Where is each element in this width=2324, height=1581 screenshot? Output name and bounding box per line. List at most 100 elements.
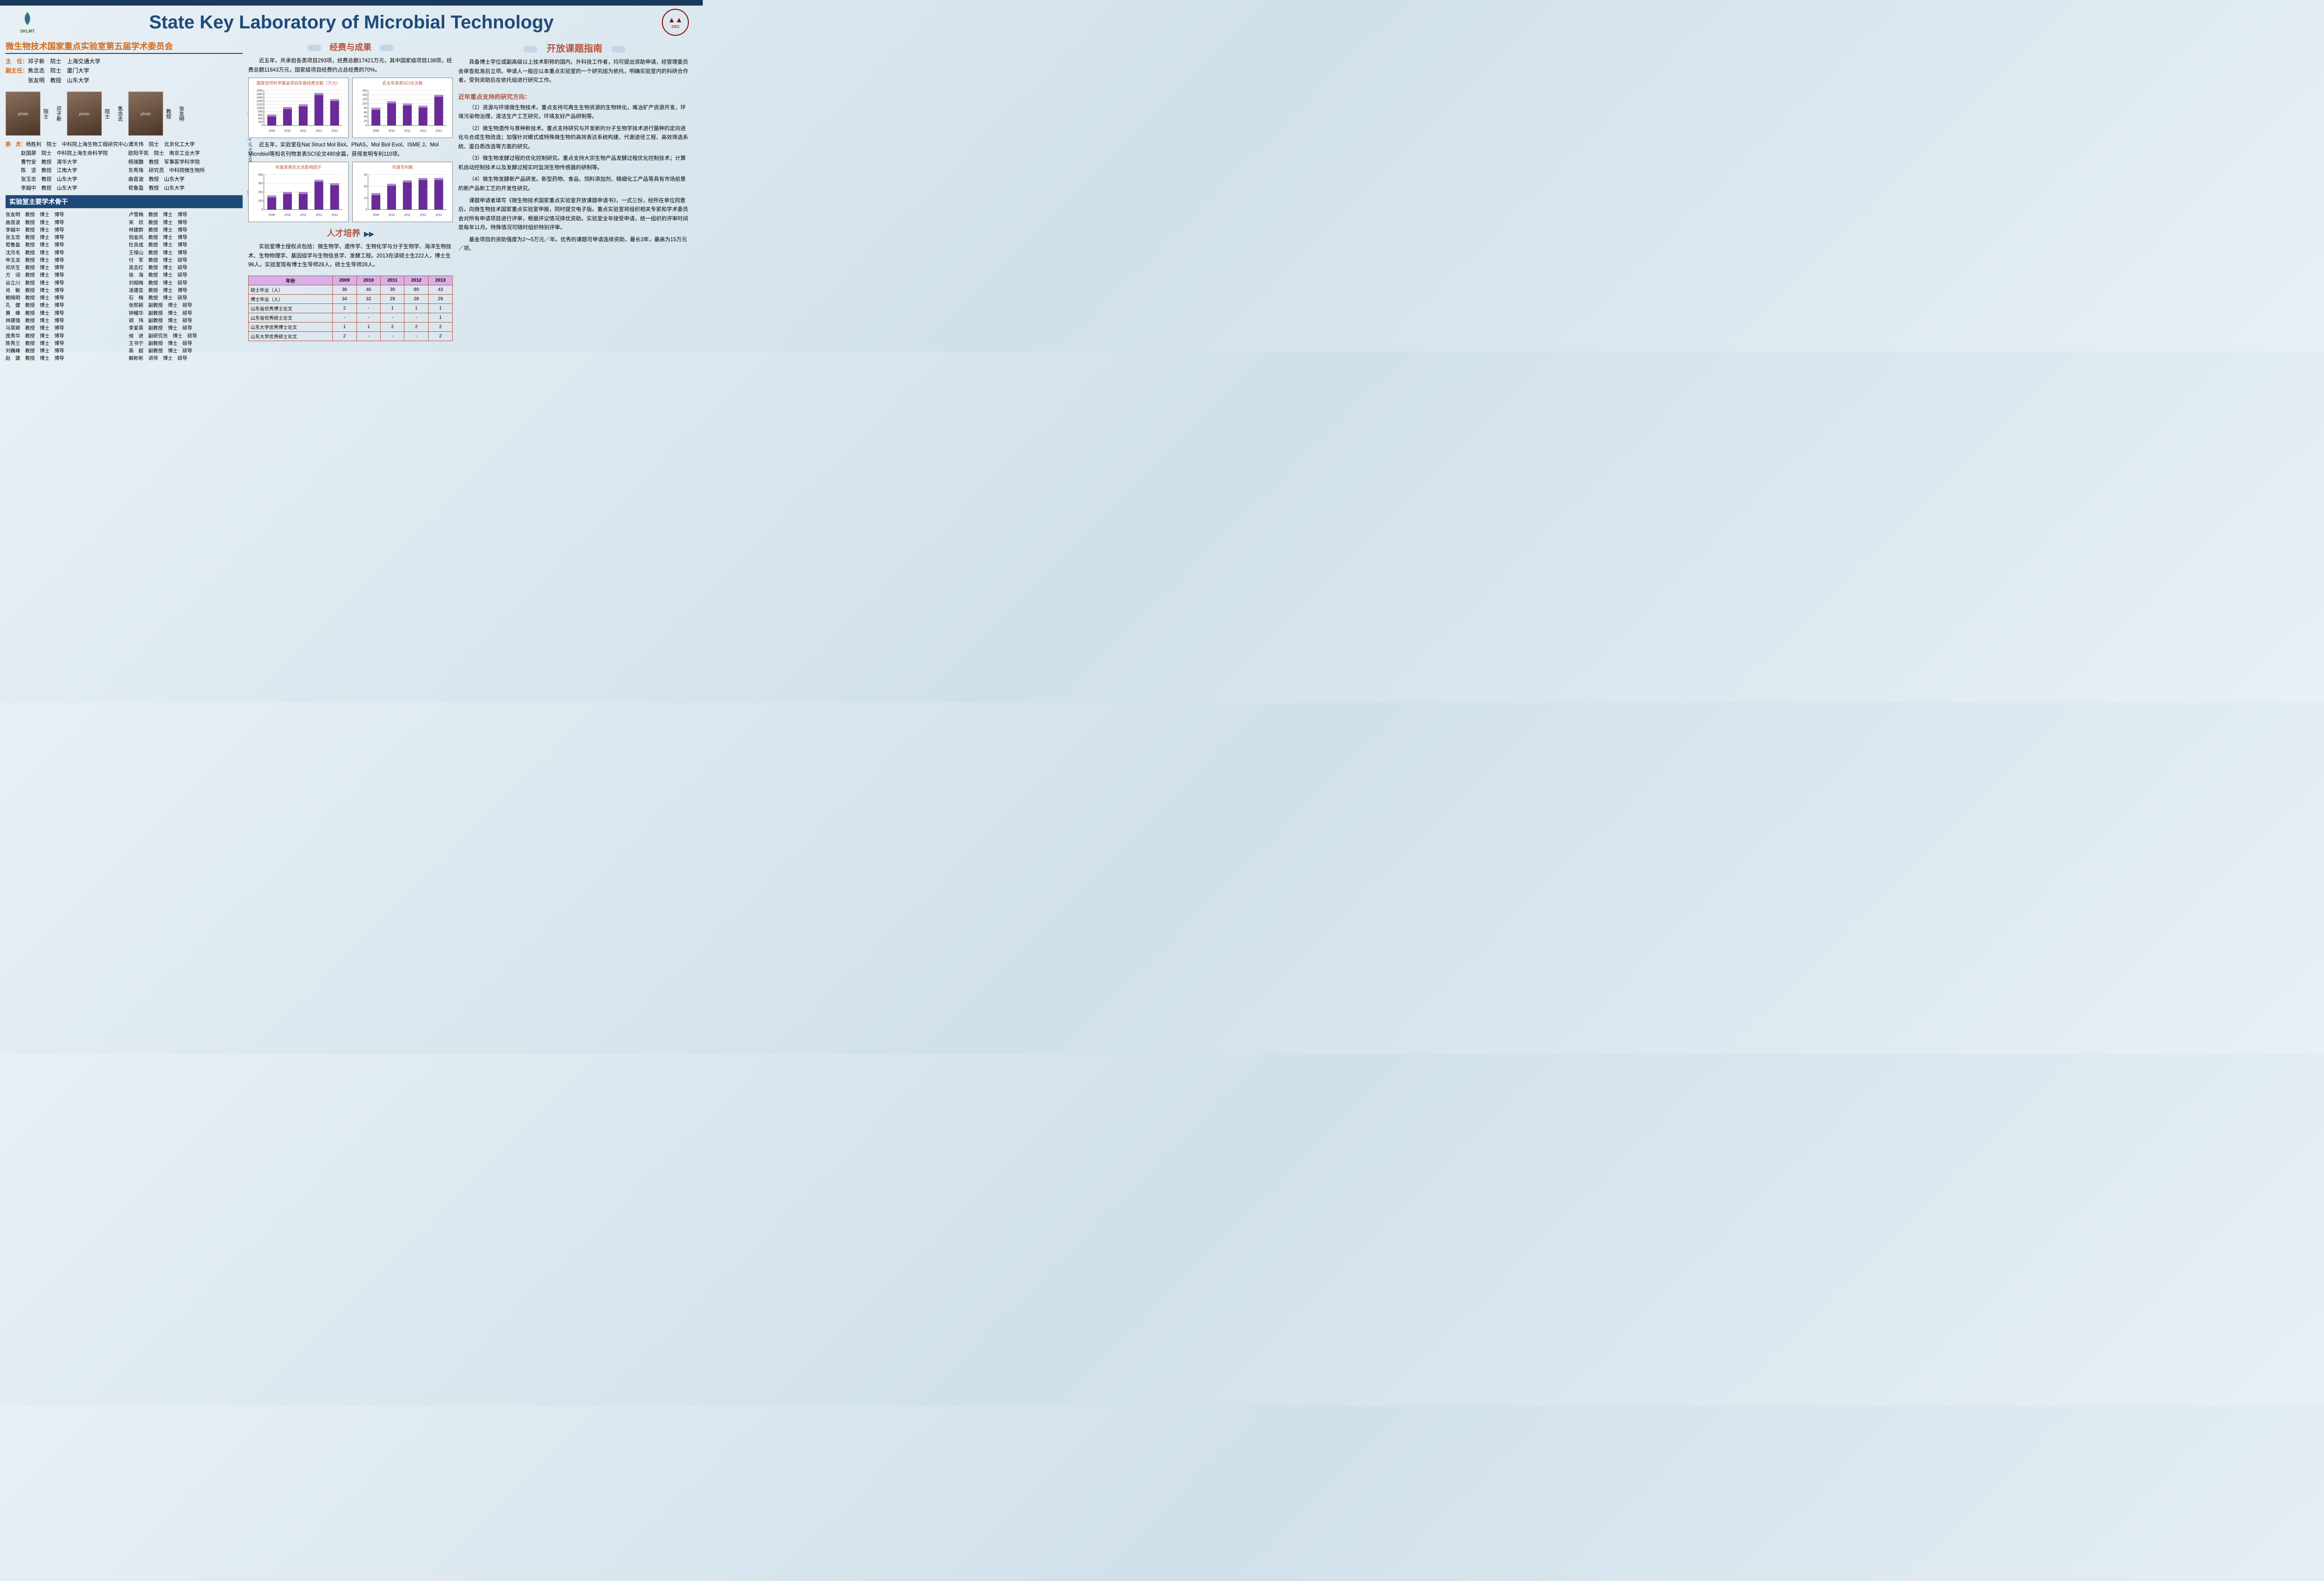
photo-item: photo邓子新院士 [6,92,62,136]
staff-list: 张友明 教授 博士 博导卢雪梅 教授 博士 博导曲音波 教授 博士 博导宋 欣 … [6,211,243,362]
svg-text:80: 80 [364,107,367,110]
svg-text:1600: 1600 [257,96,263,99]
svg-text:2011: 2011 [404,214,411,217]
committee-member: 曲音波 教授 山东大学 [128,175,243,184]
guide-item: （2）微生物遗传与育种新技术。重点支持研究与开发新的分子生物学技术进行菌种的定向… [458,125,691,152]
staff-member: 林建群 教授 博士 博导 [129,226,243,234]
staff-member: 沈月毛 教授 博士 博导 [6,249,119,257]
svg-text:120: 120 [362,98,367,101]
svg-text:1000: 1000 [257,107,263,110]
staff-member: 李越中 教授 博士 博导 [6,226,119,234]
staff-member: 徐 海 教授 博士 硕导 [129,271,243,279]
staff-member: 张玉忠 教授 博士 博导 [6,234,119,241]
committee-member: 曹竹安 教授 清华大学 [6,158,128,167]
guide-title: 开放课题指南 [458,41,691,54]
committee-members: 委 员：杨胜利 院士 中科院上海生物工程研究中心谭天伟 院士 北京化工大学 赵国… [6,140,243,192]
svg-text:2013: 2013 [436,214,442,217]
main-title: State Key Laboratory of Microbial Techno… [41,12,662,33]
guide-sub: 近年重点支持的研究方向： [458,92,691,101]
staff-member: 方 诩 教授 博士 博导 [6,271,119,279]
svg-text:40: 40 [364,115,367,119]
svg-text:800: 800 [258,110,263,113]
svg-text:2012: 2012 [316,214,322,217]
svg-text:100: 100 [362,102,367,105]
svg-text:1800: 1800 [257,92,263,96]
talent-table: 年份20092010201120122013硕士毕业（人）3846398943博… [248,276,453,341]
svg-text:0: 0 [365,124,367,127]
svg-text:2000: 2000 [257,89,263,92]
staff-member: 吴志红 教授 博士 硕导 [129,264,243,271]
guide-item: （3）微生物发酵过程的优化控制研究。重点支持大宗生物产品发酵过程优化控制技术；计… [458,154,691,172]
staff-member: 凌建亚 教授 博士 博导 [129,287,243,294]
staff-member: 曲音波 教授 博士 博导 [6,219,119,226]
staff-member: 荀鲁盈 教授 博士 博导 [6,241,119,249]
svg-text:0: 0 [261,124,263,127]
funding-outro: 近五年，实验室在Nat Struct Mol Biol、PNAS、Mol Bio… [248,141,453,159]
staff-member: 黄 峰 教授 博士 博导 [6,310,119,317]
header: SKLMT State Key Laboratory of Microbial … [0,6,703,39]
staff-member: 张熙颖 副教授 博士 硕导 [129,302,243,309]
committee-leaders: 主 任：邓子新 院士 上海交通大学 副主任：焦念志 院士 厦门大学 副主任：张友… [6,57,243,85]
staff-member: 李爱英 副教授 博士 硕导 [129,324,243,332]
svg-text:2010: 2010 [284,129,291,132]
svg-text:2011: 2011 [300,129,307,132]
staff-member: 杜良成 教授 博士 博导 [129,241,243,249]
chart-sci-papers: 近五年发表SCI论文数02040608010012014016020092010… [352,78,453,138]
staff-member: 钟耀华 副教授 博士 硕导 [129,310,243,317]
staff-member: 马翠卿 教授 博士 博导 [6,324,119,332]
svg-text:140: 140 [362,93,367,97]
staff-member: 祁庆生 教授 博士 博导 [6,264,119,271]
svg-text:2013: 2013 [436,129,442,132]
svg-text:2013: 2013 [331,129,338,132]
committee-member: 杨瑞馥 教授 军事医学科学院 [128,158,243,167]
svg-text:2012: 2012 [420,214,426,217]
svg-text:20: 20 [364,185,367,188]
svg-text:2010: 2010 [284,214,291,217]
chart-patents: 年度专利数010203020092010201120122013 [352,162,453,222]
svg-text:160: 160 [362,89,367,92]
staff-member: 刘相梅 教授 博士 硕导 [129,279,243,287]
staff-member: 高 超 副教授 博士 硕导 [129,347,243,355]
staff-member: 孔 健 教授 博士 博导 [6,302,119,309]
staff-member: 付 军 教授 博士 硕导 [129,257,243,264]
svg-text:10: 10 [364,197,367,200]
staff-member: 肖 敏 教授 博士 博导 [6,287,119,294]
svg-text:2010: 2010 [389,214,395,217]
guide-item: （4）微生物发酵新产品研发。新型药物、食品、饲料添加剂、精细化工产品等具有市场前… [458,175,691,193]
svg-text:2013: 2013 [331,214,338,217]
committee-member: 荀鲁盈 教授 山东大学 [128,184,243,193]
svg-text:20: 20 [364,120,367,123]
guide-p1: 具备博士学位或副高级以上技术职称的国内、外科技工作者，均可提出资助申请，经管理委… [458,58,691,86]
top-band [0,0,703,6]
staff-member: 王禄山 教授 博士 博导 [129,249,243,257]
svg-text:1200: 1200 [257,103,263,106]
funding-title: 经费与成果 [248,41,453,53]
committee-member: 陈 坚 教授 江南大学 [6,166,128,175]
svg-text:2012: 2012 [420,129,426,132]
svg-text:0: 0 [261,208,263,211]
staff-member: 刘巍峰 教授 博士 博导 [6,347,119,355]
svg-text:2009: 2009 [269,129,275,132]
svg-text:400: 400 [258,173,263,177]
svg-text:2009: 2009 [373,214,379,217]
committee-member: 张玉忠 教授 山东大学 [6,175,128,184]
charts-row-1: 国家自然科学基金项目年度经费总额（万元）02004006008001000120… [248,78,453,138]
svg-text:60: 60 [364,111,367,114]
left-column: 微生物技术国家重点实验室第五届学术委员会 主 任：邓子新 院士 上海交通大学 副… [6,39,243,346]
svg-text:2009: 2009 [269,214,275,217]
guide-p2: 课题申请者填写《微生物技术国家重点实验室开放课题申请书》，一式三份，经所在单位同… [458,197,691,233]
committee-member: 赵国屏 院士 中科院上海生命科学院 [6,149,128,158]
svg-text:100: 100 [258,199,263,203]
svg-text:200: 200 [258,121,263,124]
staff-member: 申玉龙 教授 博士 博导 [6,257,119,264]
staff-member: 张友明 教授 博士 博导 [6,211,119,218]
staff-member: 倪金凤 教授 博士 博导 [129,234,243,241]
sdu-logo: ▲▲ 1901 [662,9,689,36]
svg-text:1400: 1400 [257,99,263,103]
committee-photos: photo邓子新院士photo焦念志院士photo张友明教授 [6,92,243,136]
svg-text:2011: 2011 [404,129,411,132]
svg-text:300: 300 [258,182,263,185]
photo-item: photo焦念志院士 [67,92,124,136]
talent-text: 实验室博士授权点包括：微生物学、遗传学、生物化学与分子生物学、海洋生物技术、生物… [248,243,453,270]
guide-p3: 基金项目的资助强度为2～5万元／年。优秀的课题可申请连续资助，最长3年，最高为1… [458,236,691,254]
